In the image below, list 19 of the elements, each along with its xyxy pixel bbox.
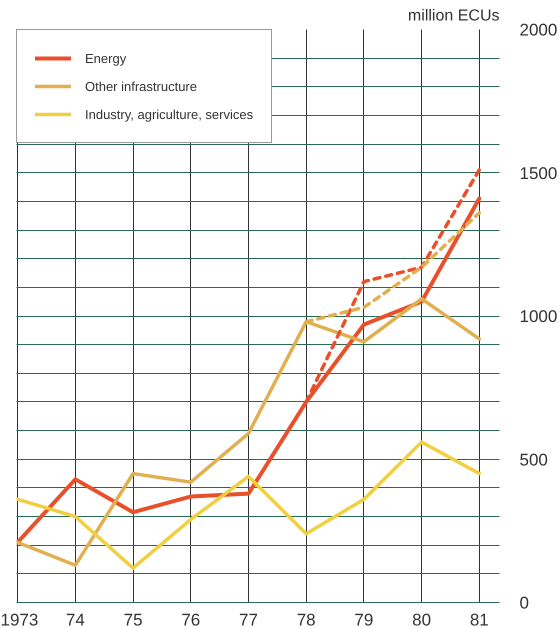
x-tick-label: 79 bbox=[354, 610, 374, 628]
x-tick-label: 74 bbox=[66, 610, 85, 628]
y-tick-label: 1500 bbox=[520, 164, 558, 183]
y-tick-label: 1000 bbox=[520, 307, 558, 326]
y-tick-label: 500 bbox=[520, 450, 548, 470]
legend-label: Industry, agriculture, services bbox=[85, 106, 254, 122]
x-tick-label: 76 bbox=[181, 610, 200, 628]
line-series bbox=[16, 440, 482, 570]
legend-label: Energy bbox=[85, 50, 126, 66]
legend-label: Other infrastructure bbox=[85, 78, 197, 94]
y-tick-label: 2000 bbox=[520, 20, 558, 40]
y-axis-title: million ECUs bbox=[408, 8, 500, 24]
x-tick-label: 75 bbox=[124, 610, 143, 628]
x-tick-label: 1973 bbox=[0, 610, 38, 628]
y-tick-label: 0 bbox=[520, 594, 529, 612]
x-tick-label: 77 bbox=[239, 610, 258, 628]
x-tick-label: 81 bbox=[470, 610, 489, 628]
x-tick-label: 78 bbox=[296, 610, 316, 628]
x-tick-label: 80 bbox=[412, 610, 432, 628]
